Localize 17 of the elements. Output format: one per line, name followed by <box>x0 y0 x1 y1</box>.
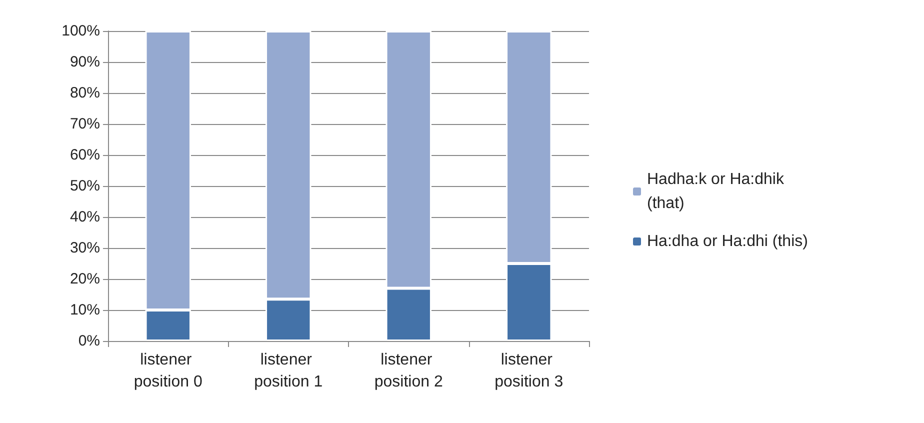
y-tick-label: 80% <box>70 84 100 102</box>
x-tick-label: listener position 1 <box>254 352 323 390</box>
y-tick-label: 100% <box>62 22 100 40</box>
y-tick-label: 90% <box>70 54 100 70</box>
y-tick-label: 50% <box>70 178 100 194</box>
x-tick-label: listener position 3 <box>494 352 564 390</box>
y-tick-label: 70% <box>70 116 100 132</box>
y-tick-label: 10% <box>70 302 100 318</box>
legend-label: Hadha:k or Ha:dhik (that) <box>647 171 788 212</box>
y-tick-label: 30% <box>70 240 100 256</box>
x-tick-label: listener position 2 <box>374 352 443 390</box>
legend-label: Ha:dha or Ha:dhi (this) <box>647 233 808 250</box>
y-tick-label: 0% <box>78 332 100 350</box>
x-tick-label: listener position 0 <box>134 352 202 390</box>
y-tick-label: 20% <box>70 270 100 288</box>
y-tick-label: 40% <box>70 208 100 226</box>
y-tick-label: 60% <box>70 146 100 164</box>
